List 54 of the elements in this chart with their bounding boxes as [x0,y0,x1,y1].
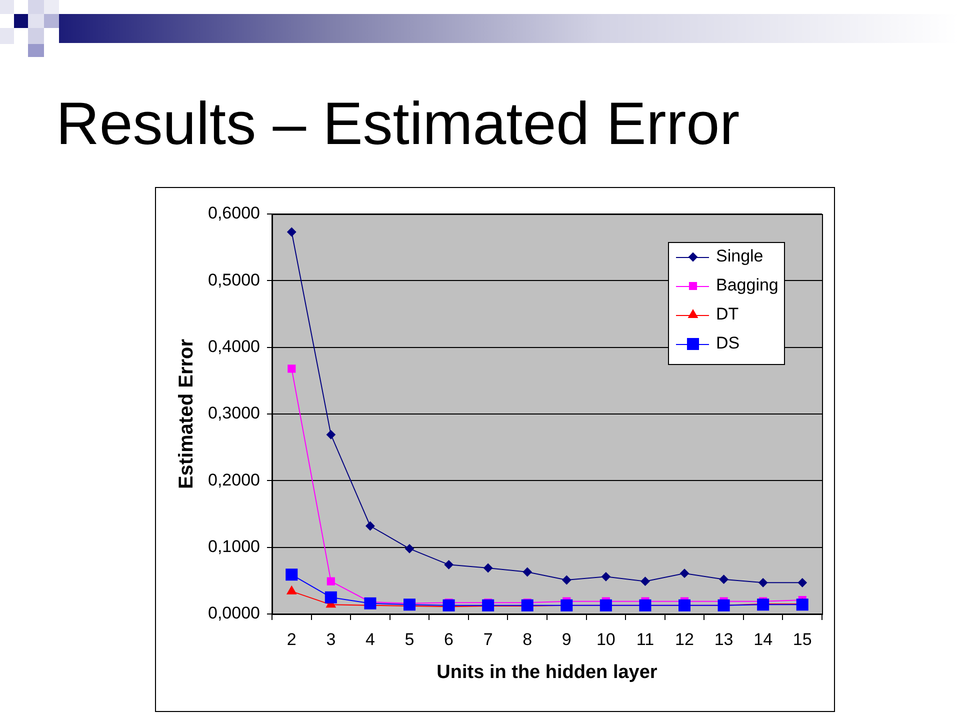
x-tick-label: 2 [286,630,296,649]
y-tick-label: 0,4000 [208,337,260,356]
point [326,577,335,586]
y-tick-label: 0,2000 [208,470,260,490]
point [640,576,650,586]
point [444,560,454,570]
point [639,599,652,612]
point [758,578,768,588]
x-tick-label: 9 [562,630,572,649]
point [600,599,612,612]
x-tick-label: 13 [714,630,734,649]
point [522,568,532,576]
point [366,522,375,530]
x-axis-title: Units in the hidden layer [436,662,658,683]
point [286,568,298,581]
y-tick-label: 0,1000 [208,537,260,556]
point [678,599,691,612]
point [718,599,730,612]
point [287,228,296,236]
point [405,544,414,554]
x-tick-label: 11 [636,630,654,649]
y-axis-title: Estimated Error [176,338,198,490]
point [326,430,336,440]
x-tick-label: 8 [522,630,532,649]
x-tick-label: 15 [792,630,812,649]
point [560,599,573,612]
point [757,598,770,611]
x-tick-label: 14 [754,630,773,649]
point [719,574,728,584]
y-tick-label: 0,3000 [208,404,260,423]
y-tick-label: 0,0000 [208,604,260,623]
point [288,364,296,373]
point [484,564,493,572]
point [521,599,534,612]
x-tick-label: 4 [365,630,375,649]
x-tick-label: 6 [444,630,454,649]
y-tick-label: 0,5000 [208,270,260,290]
x-tick-label: 5 [404,630,414,649]
x-tick-label: 10 [596,630,616,649]
point [601,572,610,582]
legend-label: DS [716,334,740,353]
chart-title: Results – Estimated Error [56,90,740,157]
x-tick-label: 3 [326,630,336,649]
legend-label: DT [716,304,739,324]
point [798,578,807,588]
point [796,598,808,611]
x-tick-label: 7 [483,630,493,649]
point [562,576,572,584]
point [680,568,689,578]
y-tick-label: 0,6000 [208,204,260,223]
point [482,599,494,612]
legend-label: Bagging [716,276,778,295]
legend-label: Single [716,246,764,266]
x-tick-label: 12 [675,630,694,649]
